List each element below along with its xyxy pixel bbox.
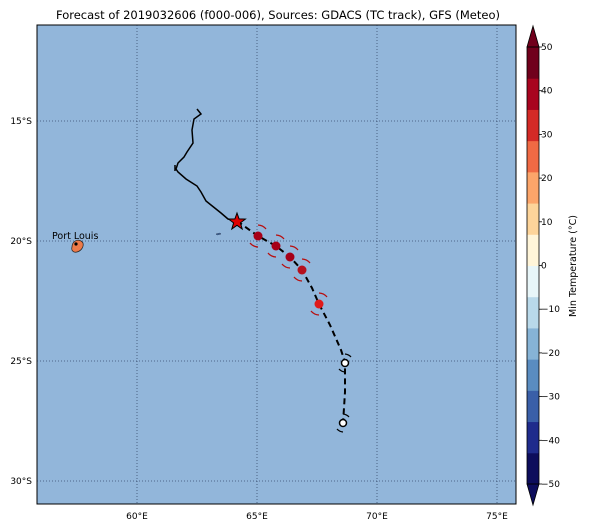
forecast-cyclone-symbol-2[interactable] <box>267 234 285 258</box>
lon-tick-65: 65°E <box>246 512 268 522</box>
colorbar: 50 40 30 20 10 0 −10 −20 −30 −40 −50 Min Temperatu… <box>526 24 579 507</box>
map-title: Forecast of 2019032606 (f000-006), Sourc… <box>56 8 500 22</box>
map-gridlines <box>37 25 516 504</box>
small-island <box>215 232 222 236</box>
colorbar-segment <box>527 265 539 298</box>
lat-tick-labels: 15°S 20°S 25°S 30°S <box>10 117 32 487</box>
lon-tick-70: 70°E <box>366 512 388 522</box>
colorbar-bottom-arrow <box>526 483 540 507</box>
map-ocean[interactable] <box>36 24 517 505</box>
lat-tick-30: 30°S <box>10 477 32 487</box>
lat-tick-25: 25°S <box>10 357 32 367</box>
colorbar-ticks: 50 40 30 20 10 0 −10 −20 −30 −40 −50 <box>539 43 560 490</box>
colorbar-tick-label: 20 <box>541 174 553 184</box>
observed-track-line <box>175 108 238 222</box>
colorbar-segment <box>527 390 539 423</box>
forecast-cyclone-symbol-5[interactable] <box>310 292 328 316</box>
forecast-cyclone-symbol-4[interactable] <box>293 258 311 282</box>
colorbar-segment <box>527 327 539 360</box>
forecast-cyclone-symbol-3[interactable] <box>281 245 299 269</box>
forecast-track-line <box>236 220 346 424</box>
colorbar-segment <box>527 359 539 391</box>
forecast-cyclone-symbol-1[interactable] <box>249 224 267 248</box>
colorbar-segment <box>527 140 539 173</box>
lon-tick-labels: 60°E 65°E 70°E 75°E <box>126 512 508 522</box>
colorbar-segment <box>527 47 539 79</box>
colorbar-segment <box>527 78 539 110</box>
colorbar-top-arrow <box>526 24 540 48</box>
colorbar-tick-label: 30 <box>541 130 553 140</box>
lon-tick-60: 60°E <box>126 512 148 522</box>
port-louis-marker[interactable] <box>74 242 78 246</box>
colorbar-segment <box>527 452 539 485</box>
colorbar-tick-label: 50 <box>541 43 553 53</box>
colorbar-segment <box>527 203 539 235</box>
colorbar-tick-label: 10 <box>541 218 553 228</box>
colorbar-segment <box>527 109 539 142</box>
colorbar-segment <box>527 234 539 266</box>
port-louis-label: Port Louis <box>52 231 98 242</box>
forecast-depression-symbol-2[interactable] <box>336 413 350 433</box>
lat-tick-20: 20°S <box>10 237 32 247</box>
lon-tick-75: 75°E <box>486 512 508 522</box>
colorbar-segment <box>527 171 539 204</box>
current-position-star-icon[interactable] <box>227 211 247 231</box>
colorbar-tick-label: −20 <box>541 349 560 359</box>
colorbar-tick-label: −50 <box>541 480 560 490</box>
lat-tick-15: 15°S <box>10 117 32 127</box>
colorbar-tick-label: −30 <box>541 393 560 403</box>
colorbar-label: Min Temperature (°C) <box>568 215 579 317</box>
colorbar-tick-label: −10 <box>541 305 560 315</box>
forecast-depression-symbol-1[interactable] <box>338 353 352 373</box>
colorbar-tick-label: −40 <box>541 436 560 446</box>
colorbar-segments <box>527 47 539 485</box>
colorbar-segment <box>527 296 539 329</box>
colorbar-tick-label: 40 <box>541 87 553 97</box>
colorbar-segment <box>527 421 539 454</box>
colorbar-tick-label: 0 <box>541 262 547 272</box>
